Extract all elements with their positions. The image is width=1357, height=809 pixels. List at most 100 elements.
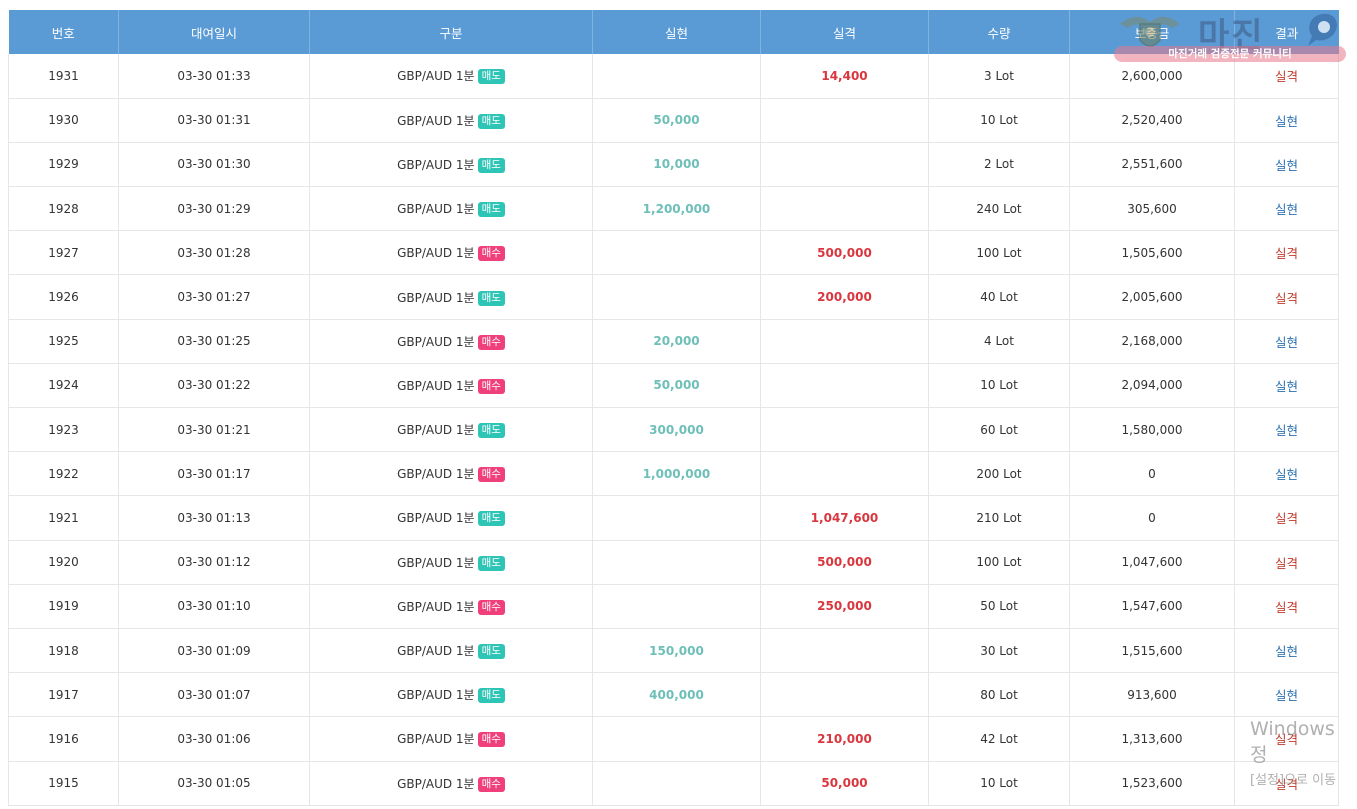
cell-date-text: 03-30 01:28 [177, 245, 251, 260]
cell-date: 03-30 01:28 [118, 230, 310, 276]
table-row[interactable]: 1928 03-30 01:29 GBP/AUD 1분 매도 1,200,000 240 … [8, 186, 1339, 232]
cell-deposit: 305,600 [1069, 186, 1235, 232]
cell-result: 실격 [1234, 716, 1339, 762]
cell-date: 03-30 01:13 [118, 495, 310, 541]
cell-type: GBP/AUD 1분 매도 [309, 407, 593, 453]
cell-quantity-text: 100 Lot [976, 555, 1022, 570]
cell-result: 실현 [1234, 363, 1339, 409]
cell-result: 실현 [1234, 319, 1339, 364]
table-row[interactable]: 1922 03-30 01:17 GBP/AUD 1분 매수 1,000,000 200 … [8, 451, 1339, 497]
cell-deposit-text: 2,168,000 [1121, 334, 1183, 349]
windows-activation-notice: Windows 정 [설정]으로 이동 [1250, 718, 1357, 788]
cell-result-text: 실격 [1274, 511, 1298, 527]
table-row[interactable]: 1915 03-30 01:05 GBP/AUD 1분 매수 50,000 10 Lot 1… [8, 761, 1339, 806]
col-header-quantity[interactable]: 수량 [928, 10, 1070, 54]
table-row[interactable]: 1925 03-30 01:25 GBP/AUD 1분 매수 20,000 4 Lot 2,… [8, 319, 1339, 364]
cell-result-text: 실격 [1274, 776, 1298, 792]
cell-loss [760, 407, 929, 453]
cell-number: 1918 [8, 628, 119, 674]
cell-deposit-text: 2,551,600 [1121, 157, 1183, 172]
cell-gain-text: 1,000,000 [642, 466, 711, 481]
cell-gain-text: 150,000 [649, 643, 704, 658]
table-row[interactable]: 1920 03-30 01:12 GBP/AUD 1분 매도 500,000 100 Lo… [8, 540, 1339, 585]
cell-result-text: 실현 [1274, 378, 1298, 394]
cell-type: GBP/AUD 1분 매도 [309, 186, 593, 232]
cell-number: 1929 [8, 142, 119, 188]
table-row[interactable]: 1926 03-30 01:27 GBP/AUD 1분 매도 200,000 40 Lot… [8, 274, 1339, 320]
table-body: 1931 03-30 01:33 GBP/AUD 1분 매도 14,400 3 Lot 2,… [8, 54, 1339, 806]
cell-gain-text: 10,000 [653, 157, 700, 172]
table-row[interactable]: 1921 03-30 01:13 GBP/AUD 1분 매도 1,047,600 210 … [8, 495, 1339, 541]
cell-result: 실격 [1234, 274, 1339, 320]
cell-loss-text: 14,400 [821, 68, 868, 83]
side-badge: 매도 [477, 157, 505, 173]
trade-history-panel: 번호 대여일시 구분 실현 실격 수량 보증금 결과 1931 03-30 01:… [8, 10, 1339, 806]
col-header-date[interactable]: 대여일시 [118, 10, 310, 54]
cell-result-text: 실격 [1274, 290, 1298, 306]
cell-result: 실격 [1234, 761, 1339, 806]
side-badge: 매수 [477, 776, 505, 792]
table-row[interactable]: 1929 03-30 01:30 GBP/AUD 1분 매도 10,000 2 Lot 2,… [8, 142, 1339, 188]
cell-deposit: 0 [1069, 451, 1235, 497]
col-header-number[interactable]: 번호 [8, 10, 119, 54]
cell-number: 1925 [8, 319, 119, 364]
cell-deposit: 2,551,600 [1069, 142, 1235, 188]
table-row[interactable]: 1918 03-30 01:09 GBP/AUD 1분 매도 150,000 30 Lot… [8, 628, 1339, 674]
cell-date: 03-30 01:30 [118, 142, 310, 188]
cell-type: GBP/AUD 1분 매수 [309, 716, 593, 762]
table-row[interactable]: 1917 03-30 01:07 GBP/AUD 1분 매도 400,000 80 Lot… [8, 672, 1339, 718]
cell-result-text: 실격 [1274, 246, 1298, 262]
cell-loss-text: 200,000 [817, 290, 872, 305]
cell-loss: 14,400 [760, 54, 929, 99]
pair-label: GBP/AUD 1분 [397, 511, 475, 526]
table-row[interactable]: 1930 03-30 01:31 GBP/AUD 1분 매도 50,000 10 Lot 2… [8, 98, 1339, 143]
cell-quantity-text: 4 Lot [984, 334, 1014, 349]
cell-deposit-text: 2,600,000 [1121, 68, 1183, 83]
col-header-result[interactable]: 결과 [1234, 10, 1339, 54]
cell-number-text: 1925 [48, 334, 79, 349]
cell-quantity-text: 3 Lot [984, 68, 1014, 83]
col-header-gain[interactable]: 실현 [592, 10, 761, 54]
cell-deposit: 1,547,600 [1069, 584, 1235, 629]
cell-quantity: 60 Lot [928, 407, 1070, 453]
col-header-loss[interactable]: 실격 [760, 10, 929, 54]
cell-quantity-text: 10 Lot [980, 776, 1018, 791]
cell-result-text: 실현 [1274, 467, 1298, 483]
cell-number: 1920 [8, 540, 119, 585]
cell-quantity: 10 Lot [928, 761, 1070, 806]
cell-number-text: 1928 [48, 201, 79, 216]
cell-number-text: 1924 [48, 378, 79, 393]
cell-quantity: 42 Lot [928, 716, 1070, 762]
table-row[interactable]: 1916 03-30 01:06 GBP/AUD 1분 매수 210,000 42 Lot… [8, 716, 1339, 762]
side-badge: 매도 [477, 69, 505, 85]
cell-result-text: 실현 [1274, 644, 1298, 660]
cell-gain: 10,000 [592, 142, 761, 188]
cell-quantity-text: 200 Lot [976, 466, 1022, 481]
cell-result-text: 실현 [1274, 157, 1298, 173]
cell-result: 실격 [1234, 495, 1339, 541]
cell-gain-text: 50,000 [653, 378, 700, 393]
cell-quantity: 30 Lot [928, 628, 1070, 674]
cell-deposit-text: 0 [1148, 466, 1156, 481]
side-badge: 매도 [477, 113, 505, 129]
cell-number-text: 1917 [48, 687, 79, 702]
table-row[interactable]: 1923 03-30 01:21 GBP/AUD 1분 매도 300,000 60 Lot… [8, 407, 1339, 453]
cell-quantity: 210 Lot [928, 495, 1070, 541]
cell-gain [592, 495, 761, 541]
cell-deposit: 1,505,600 [1069, 230, 1235, 276]
cell-loss: 250,000 [760, 584, 929, 629]
pair-label: GBP/AUD 1분 [397, 555, 475, 570]
cell-deposit: 0 [1069, 495, 1235, 541]
cell-number-text: 1918 [48, 643, 79, 658]
cell-type: GBP/AUD 1분 매도 [309, 98, 593, 143]
cell-result: 실현 [1234, 98, 1339, 143]
cell-deposit-text: 1,313,600 [1121, 731, 1183, 746]
table-row[interactable]: 1924 03-30 01:22 GBP/AUD 1분 매수 50,000 10 Lot 2… [8, 363, 1339, 409]
table-row[interactable]: 1931 03-30 01:33 GBP/AUD 1분 매도 14,400 3 Lot 2,… [8, 54, 1339, 99]
cell-deposit: 1,523,600 [1069, 761, 1235, 806]
cell-type: GBP/AUD 1분 매수 [309, 451, 593, 497]
table-row[interactable]: 1927 03-30 01:28 GBP/AUD 1분 매수 500,000 100 Lo… [8, 230, 1339, 276]
table-row[interactable]: 1919 03-30 01:10 GBP/AUD 1분 매수 250,000 50 Lot… [8, 584, 1339, 629]
col-header-type[interactable]: 구분 [309, 10, 593, 54]
col-header-deposit[interactable]: 보증금 [1069, 10, 1235, 54]
